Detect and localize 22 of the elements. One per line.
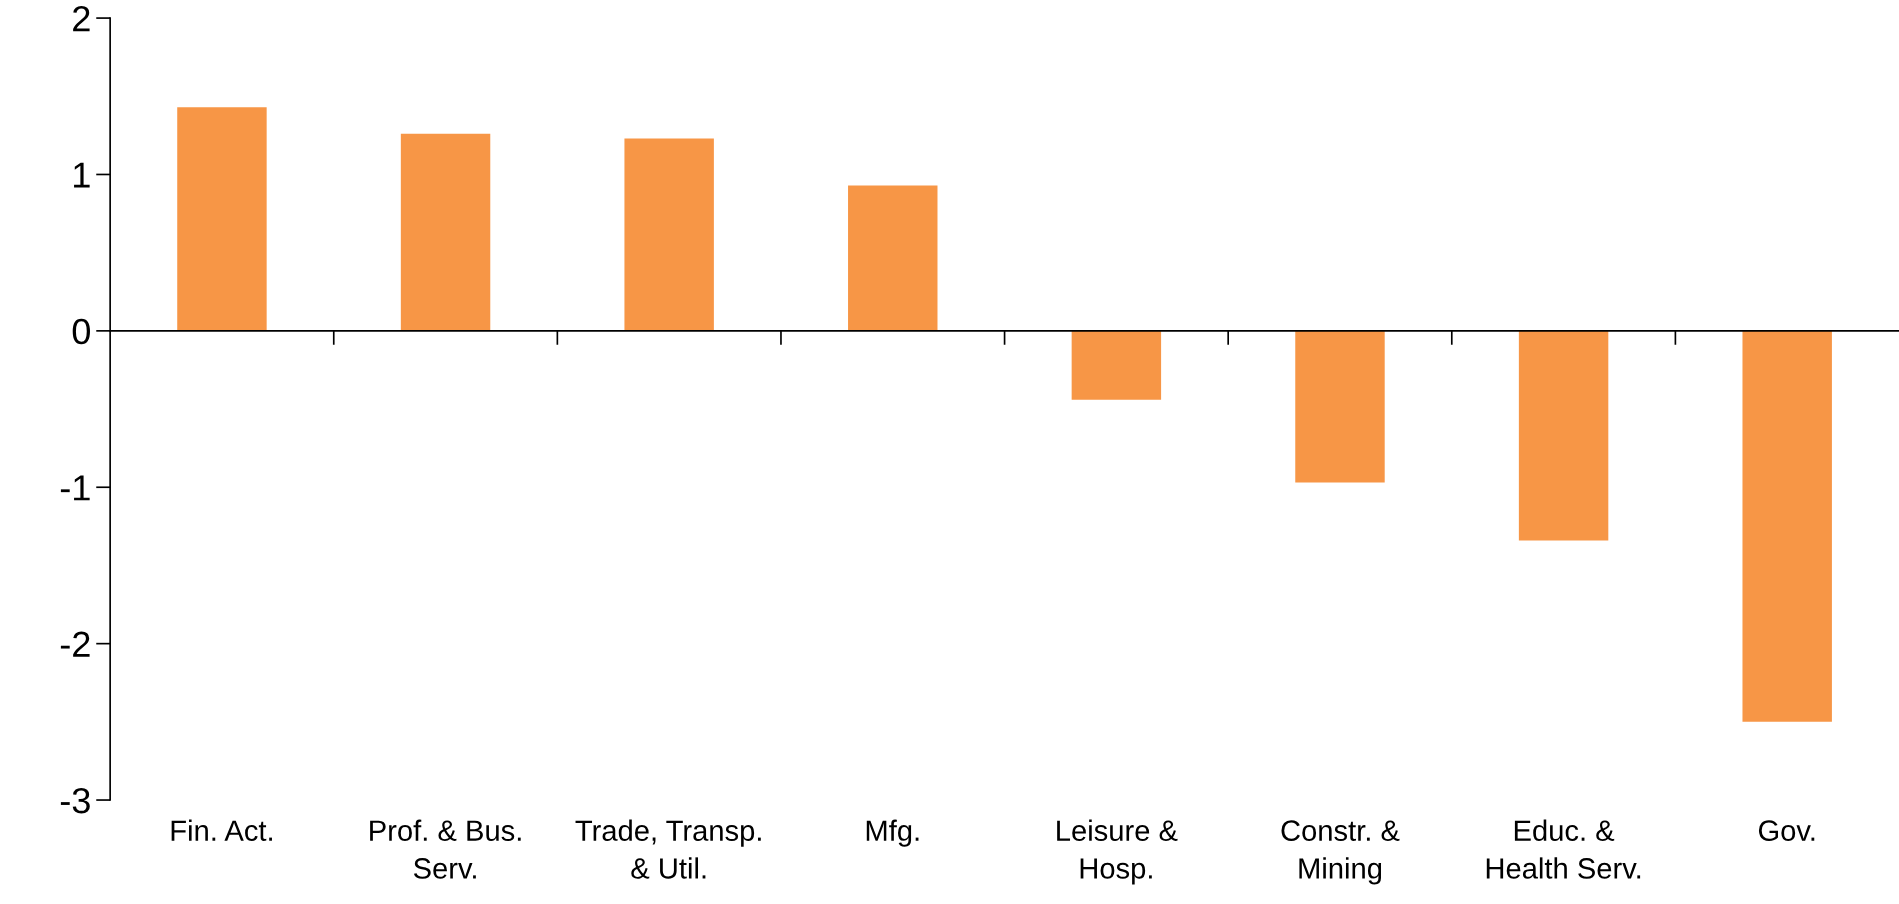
x-tick-label: Mfg. [866, 819, 919, 847]
y-tick-label: -3 [60, 787, 90, 814]
bar [1071, 330, 1162, 400]
bar [177, 107, 267, 331]
bar [1742, 330, 1832, 722]
bar [1295, 330, 1385, 483]
y-tick-label: -2 [60, 631, 90, 657]
x-tick-label: Leisure & Hosp. [1057, 819, 1178, 885]
x-tick-label: Gov. [1758, 820, 1815, 842]
y-tick-label: 0 [72, 318, 90, 345]
bar [400, 133, 491, 331]
bar [1518, 330, 1609, 541]
y-tick-label: 1 [74, 162, 90, 188]
bar [848, 185, 938, 331]
x-tick-label: Prof. & Bus. Serv. [370, 819, 521, 879]
x-tick-label: Trade, Transp. & Util. [575, 819, 761, 879]
x-tick-label: Fin. Act. [171, 819, 272, 842]
y-tick-label: -1 [60, 475, 90, 501]
x-tick-label: Educ. & Health Serv. [1486, 819, 1641, 879]
x-tick-label: Constr. & Mining [1281, 820, 1400, 885]
y-tick-label: 2 [73, 5, 90, 32]
bar [624, 138, 714, 331]
